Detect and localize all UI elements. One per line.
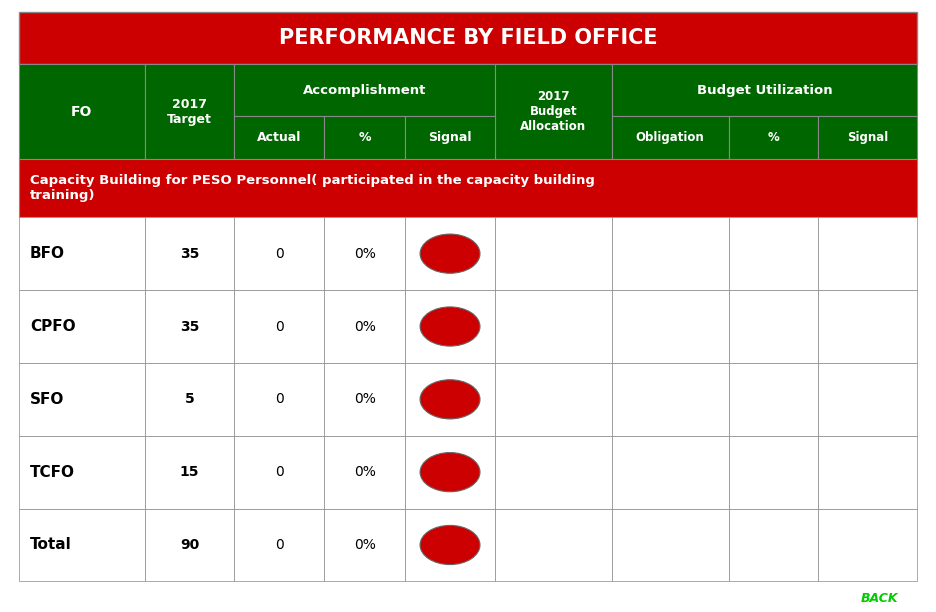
Text: 35: 35 <box>180 247 199 261</box>
Bar <box>728 116 818 159</box>
Bar <box>324 217 405 290</box>
Text: SFO: SFO <box>30 392 65 407</box>
Bar <box>405 436 495 509</box>
Text: TCFO: TCFO <box>30 465 75 480</box>
Bar <box>144 290 234 363</box>
Bar <box>612 217 728 290</box>
Bar <box>19 290 144 363</box>
Bar <box>818 116 917 159</box>
Bar <box>612 290 728 363</box>
Text: 0%: 0% <box>354 392 375 406</box>
Text: Signal: Signal <box>429 131 472 144</box>
Bar <box>818 217 917 290</box>
Bar <box>324 436 405 509</box>
Bar <box>818 509 917 581</box>
Bar <box>728 363 818 436</box>
Bar <box>234 363 324 436</box>
Bar <box>728 436 818 509</box>
Bar <box>234 509 324 581</box>
Circle shape <box>420 234 480 273</box>
Text: CPFO: CPFO <box>30 319 76 334</box>
Bar <box>405 116 495 159</box>
Bar <box>19 509 144 581</box>
Text: Accomplishment: Accomplishment <box>303 84 427 97</box>
Text: 0: 0 <box>275 247 284 261</box>
Text: Budget Utilization: Budget Utilization <box>696 84 832 97</box>
Bar <box>728 290 818 363</box>
Text: 0: 0 <box>275 392 284 406</box>
Bar <box>19 64 144 159</box>
Bar <box>234 64 495 116</box>
Bar <box>19 159 917 217</box>
Text: 0%: 0% <box>354 465 375 479</box>
Circle shape <box>420 453 480 492</box>
Text: %: % <box>358 131 371 144</box>
Bar <box>19 363 144 436</box>
Text: BFO: BFO <box>30 246 65 261</box>
Bar <box>405 509 495 581</box>
Circle shape <box>420 307 480 346</box>
Bar <box>495 436 612 509</box>
Bar <box>19 436 144 509</box>
Bar <box>495 363 612 436</box>
Bar <box>612 436 728 509</box>
Text: 0%: 0% <box>354 319 375 334</box>
Text: Obligation: Obligation <box>636 131 705 144</box>
Bar <box>495 64 612 159</box>
Text: 90: 90 <box>180 538 199 552</box>
Text: Signal: Signal <box>847 131 888 144</box>
Bar <box>144 217 234 290</box>
Bar <box>612 116 728 159</box>
Bar <box>405 217 495 290</box>
Bar <box>495 290 612 363</box>
Bar <box>324 509 405 581</box>
Bar <box>818 436 917 509</box>
Bar <box>405 290 495 363</box>
Text: 35: 35 <box>180 319 199 334</box>
Bar <box>612 509 728 581</box>
Bar <box>19 217 144 290</box>
Circle shape <box>420 525 480 564</box>
Bar <box>818 290 917 363</box>
Text: Actual: Actual <box>257 131 301 144</box>
Bar <box>144 363 234 436</box>
Text: 0%: 0% <box>354 247 375 261</box>
Text: Capacity Building for PESO Personnel( participated in the capacity building
trai: Capacity Building for PESO Personnel( pa… <box>30 174 594 202</box>
Text: 0: 0 <box>275 465 284 479</box>
Bar <box>324 116 405 159</box>
Bar <box>495 509 612 581</box>
Text: 2017
Target: 2017 Target <box>167 98 212 125</box>
Bar <box>818 363 917 436</box>
Bar <box>234 436 324 509</box>
Text: %: % <box>768 131 780 144</box>
Text: FO: FO <box>71 105 93 119</box>
Text: 0: 0 <box>275 319 284 334</box>
Bar <box>144 64 234 159</box>
Text: 0%: 0% <box>354 538 375 552</box>
Bar <box>612 64 917 116</box>
Bar <box>728 509 818 581</box>
Text: 15: 15 <box>180 465 199 479</box>
Bar <box>144 509 234 581</box>
Bar <box>144 436 234 509</box>
Text: BACK: BACK <box>861 592 899 605</box>
Bar <box>19 12 917 64</box>
Text: PERFORMANCE BY FIELD OFFICE: PERFORMANCE BY FIELD OFFICE <box>279 28 657 48</box>
Bar <box>495 217 612 290</box>
Circle shape <box>420 379 480 419</box>
Text: 0: 0 <box>275 538 284 552</box>
Bar <box>324 290 405 363</box>
Bar <box>234 290 324 363</box>
Text: Total: Total <box>30 537 72 553</box>
Bar <box>728 217 818 290</box>
Text: 2017
Budget
Allocation: 2017 Budget Allocation <box>520 90 587 133</box>
Bar <box>234 217 324 290</box>
Bar <box>405 363 495 436</box>
Bar <box>612 363 728 436</box>
Bar <box>234 116 324 159</box>
Bar <box>324 363 405 436</box>
Text: 5: 5 <box>184 392 195 406</box>
